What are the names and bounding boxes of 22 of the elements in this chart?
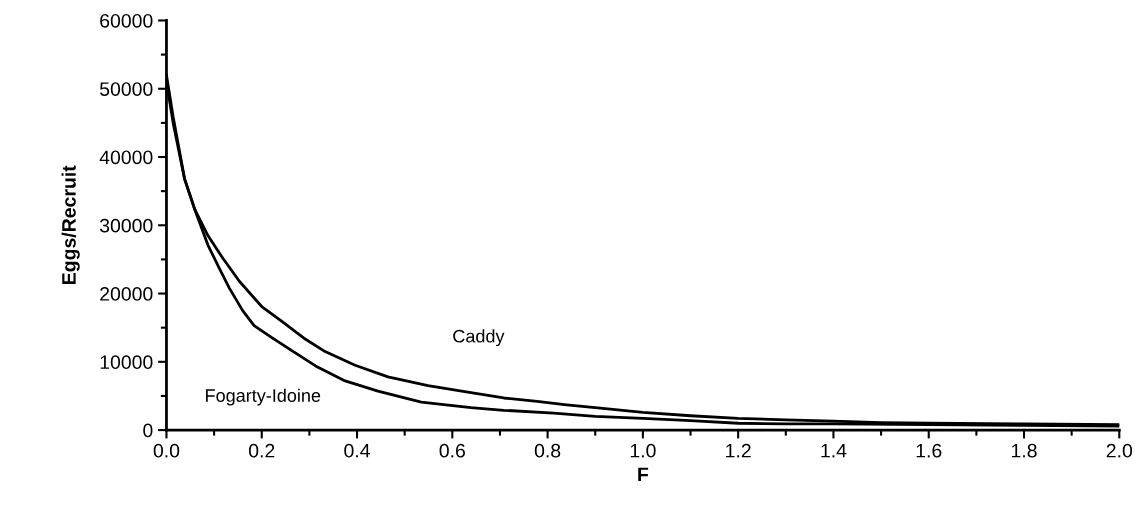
x-tick-label: 0.8 <box>534 443 561 458</box>
y-tick-label: 40000 <box>99 150 153 165</box>
series-label: Fogarty-Idoine <box>206 388 321 406</box>
x-tick-label: 0.2 <box>248 443 275 458</box>
x-tick-label: 1.6 <box>916 443 942 458</box>
x-tick-label: 1.2 <box>726 443 751 458</box>
y-tick-label: 30000 <box>99 218 153 233</box>
x-tick-label: 1.0 <box>630 443 656 458</box>
x-tick-label: 2.0 <box>1106 443 1133 458</box>
y-tick-label: 20000 <box>100 287 153 301</box>
x-tick-label: 1.4 <box>821 443 847 458</box>
y-tick-label: 10000 <box>100 355 153 370</box>
x-tick-label: 0.0 <box>153 443 180 458</box>
x-tick-label: 0.6 <box>439 443 465 458</box>
y-tick-label: 0 <box>143 423 153 438</box>
text: Caddy <box>453 329 505 347</box>
x-tick-label: 1.8 <box>1011 443 1037 458</box>
y-tick-label: 50000 <box>99 82 153 96</box>
y-tick-label: 60000 <box>100 13 153 28</box>
x-tick-label: 0.4 <box>344 443 370 458</box>
x-axis-title: F <box>638 467 649 482</box>
y-axis-title: Eggs/Recruit <box>61 165 80 284</box>
